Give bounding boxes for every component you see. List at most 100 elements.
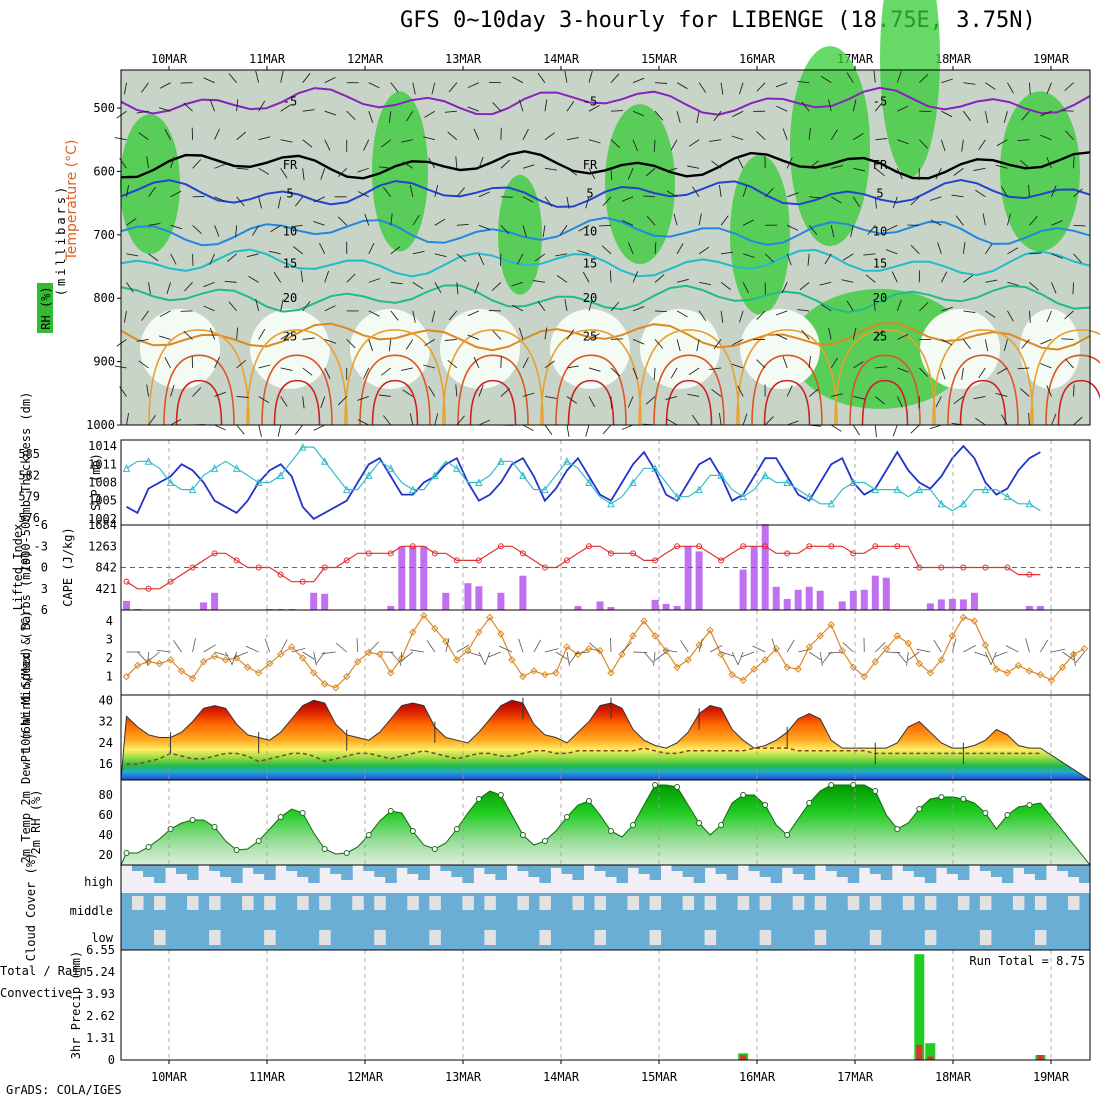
cloud-high-cell — [330, 865, 342, 874]
thickness-marker — [519, 471, 527, 479]
li-marker — [652, 557, 659, 564]
wind-marker — [915, 659, 924, 668]
wind-barb — [655, 310, 668, 313]
surface-wind-barb — [321, 651, 336, 655]
y-tick-label: 2.62 — [86, 1009, 115, 1023]
wind-barb — [940, 139, 946, 152]
wind-barb — [357, 191, 369, 198]
wind-barb — [852, 99, 857, 112]
wind-marker — [585, 645, 593, 653]
wind-barb — [809, 196, 822, 199]
wind-barb — [654, 241, 657, 254]
y-tick-label-right: 1263 — [88, 539, 117, 553]
y-tick-label: 800 — [93, 291, 115, 305]
wind-barb — [756, 310, 766, 320]
wind-barb — [929, 196, 942, 201]
thickness-marker — [915, 485, 924, 494]
surface-wind-barb — [156, 649, 171, 653]
wind-barb — [170, 156, 175, 169]
cape-bar — [442, 592, 450, 610]
wind-barb — [383, 187, 392, 198]
cloud-high-cell — [847, 865, 860, 883]
cloud-middle-gap — [572, 896, 584, 910]
surface-wind-barb — [192, 638, 196, 653]
isotherm-FR — [120, 150, 1091, 180]
wind-marker — [365, 648, 373, 657]
isotherm-label: 20 — [283, 291, 297, 305]
wind-barb — [170, 253, 177, 265]
wind-barb — [1051, 253, 1063, 259]
wind-barb — [738, 310, 744, 323]
wind-barb — [412, 250, 425, 255]
wind-barb — [268, 250, 281, 255]
cloud-middle-gap — [869, 896, 882, 910]
wind-barb — [412, 214, 420, 226]
cloud-middle-gap — [462, 896, 474, 910]
wind-barb — [402, 389, 414, 397]
cloud-high-cell — [440, 865, 452, 871]
wind-barb — [698, 246, 710, 255]
surface-wind-barb — [234, 651, 248, 658]
wind-marker — [343, 672, 351, 681]
cloud-middle-gap — [297, 896, 309, 910]
y-tick-label-right: 421 — [95, 582, 117, 596]
wind-barb — [711, 388, 722, 397]
wind-barb — [628, 242, 634, 255]
wind-barb — [214, 391, 226, 397]
wind-barb — [1028, 412, 1030, 426]
y-tick-label: 32 — [99, 715, 113, 729]
cloud-low-gap — [759, 930, 772, 945]
y-tick-label-left: 3 — [41, 582, 48, 596]
cloud-high-cell — [759, 865, 772, 877]
surface-wind-barb — [203, 644, 216, 653]
wind-barb — [973, 167, 986, 171]
wind-barb — [473, 128, 480, 140]
wind-barb — [896, 396, 903, 408]
li-marker — [960, 564, 967, 571]
thickness-marker — [541, 485, 549, 494]
wind-marker — [199, 658, 208, 666]
wind-barb — [280, 70, 284, 83]
warm-contour — [261, 354, 333, 426]
cloud-low-gap — [814, 930, 827, 945]
cloud-high-cell — [462, 865, 474, 883]
wind-marker — [948, 632, 957, 640]
wind-barb — [236, 424, 245, 435]
wind-barb — [277, 424, 282, 437]
wind-marker — [783, 663, 791, 671]
wind-barb — [676, 310, 688, 318]
wind-barb — [148, 186, 156, 198]
wind-barb — [467, 82, 480, 89]
wind-barb — [720, 82, 724, 95]
thickness-marker — [144, 457, 153, 465]
wind-barb — [280, 139, 293, 143]
wind-marker — [1014, 661, 1023, 670]
rh-marker — [321, 846, 328, 852]
surface-wind-barb — [533, 639, 542, 653]
rh-marker — [938, 794, 945, 800]
cloud-middle-gap — [682, 896, 695, 910]
wind-barb — [1007, 247, 1019, 255]
y-axis-label: 1000-500mb Thickness (dm) — [19, 392, 33, 573]
cape-bar — [959, 599, 967, 610]
wind-barb — [192, 224, 202, 234]
wind-barb — [653, 367, 656, 380]
wind-barb — [808, 160, 819, 169]
wind-marker — [684, 656, 692, 664]
cloud-middle-gap — [1034, 896, 1047, 910]
y-axis-label: 2m Temp 2m DewPt (6hr Min/Max) (°C) — [19, 611, 33, 864]
isotherm-25 — [120, 322, 1091, 352]
wind-barb — [941, 339, 953, 346]
rh-marker — [585, 798, 592, 804]
wind-barb — [1051, 220, 1063, 226]
wind-barb — [929, 424, 942, 430]
wind-barb — [170, 419, 182, 426]
li-marker — [696, 543, 703, 550]
cloud-high-cell — [869, 865, 882, 874]
cloud-high-cell — [473, 865, 485, 868]
wind-barb — [522, 424, 534, 431]
wind-barb — [776, 333, 788, 340]
wind-barb — [381, 139, 392, 148]
temperature-legend: Temperature (°C) — [64, 140, 80, 262]
surface-wind-barb — [335, 642, 347, 653]
